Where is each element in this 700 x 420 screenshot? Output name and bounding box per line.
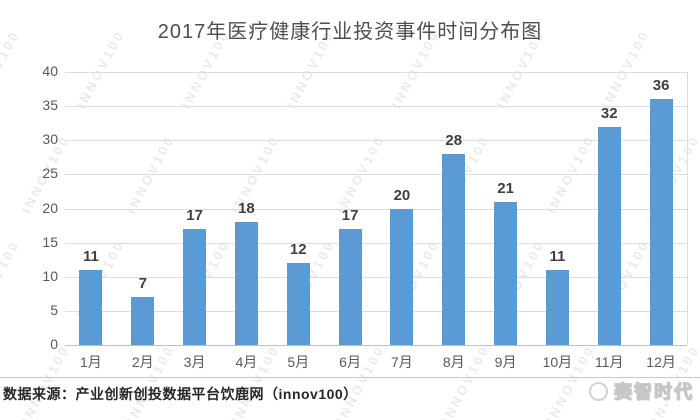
bar-12月: [649, 99, 673, 345]
bar-3月: [183, 228, 207, 345]
bar-1月: [79, 269, 103, 345]
x-tick-label: 1月: [80, 354, 102, 370]
gridline: [65, 72, 687, 73]
y-tick-label: 20: [42, 199, 58, 216]
y-tick-label: 10: [42, 267, 58, 284]
x-tick-label: 5月: [287, 354, 310, 370]
x-tick-label: 2月: [131, 354, 154, 370]
brand-name: 赛智时代: [614, 382, 694, 403]
bar-value-label: 11: [82, 247, 99, 265]
x-tick-label: 4月: [235, 354, 258, 370]
bar-11月: [597, 126, 621, 345]
bar-10月: [545, 269, 569, 345]
plot-area: 11 7 17 18 12 17 20 28 21 11 32 36: [65, 72, 688, 346]
gridline: [65, 242, 687, 244]
brand-badge: 赛智时代: [585, 378, 694, 404]
bar-value-label: 7: [138, 275, 147, 293]
gridline: [65, 310, 687, 312]
gridline: [65, 140, 687, 142]
x-tick-label: 8月: [442, 354, 465, 370]
bar-value-label: 32: [600, 104, 618, 122]
bar-value-label: 36: [652, 77, 670, 95]
bar-2月: [131, 297, 155, 345]
bar-value-label: 21: [497, 179, 514, 197]
gridline: [65, 106, 687, 108]
footer-divider: [0, 377, 700, 378]
y-tick-label: 15: [42, 233, 58, 250]
bar-7月: [390, 208, 414, 345]
x-tick-label: 7月: [391, 354, 413, 370]
x-tick-label: 9月: [494, 354, 517, 370]
bar-value-label: 18: [238, 200, 255, 218]
bar-value-label: 20: [393, 186, 411, 204]
x-tick-label: 3月: [183, 354, 206, 370]
x-tick-label: 12月: [646, 354, 676, 370]
y-tick-label: 0: [50, 336, 58, 352]
bar-value-label: 11: [549, 247, 566, 265]
x-tick-label: 10月: [542, 354, 573, 370]
source-caption: 数据来源：产业创新创投数据平台饮鹿网（innov100）: [3, 386, 358, 402]
bar-5月: [286, 263, 310, 345]
y-tick-label: 35: [42, 97, 58, 114]
bar-9月: [494, 201, 518, 345]
bar-8月: [442, 153, 466, 345]
bar-value-label: 28: [445, 131, 463, 149]
gridline: [65, 276, 687, 278]
bar-value-label: 17: [186, 206, 203, 224]
watermark-text: INNOV100: [0, 237, 23, 322]
y-tick-label: 30: [42, 131, 58, 148]
gridline: [65, 174, 687, 176]
bar-value-label: 17: [341, 206, 359, 224]
y-tick-label: 40: [42, 63, 58, 79]
x-tick-label: 11月: [594, 354, 624, 370]
gridline: [65, 208, 687, 210]
brand-logo-icon: [589, 381, 608, 401]
chart-title: 2017年医疗健康行业投资事件时间分布图: [157, 21, 543, 43]
bar-4月: [234, 222, 258, 345]
bar-6月: [338, 228, 362, 345]
y-tick-label: 5: [50, 301, 58, 318]
x-tick-label: 6月: [339, 354, 361, 370]
y-tick-label: 25: [42, 165, 58, 182]
bar-value-label: 12: [289, 241, 307, 259]
gridline: [65, 345, 687, 346]
